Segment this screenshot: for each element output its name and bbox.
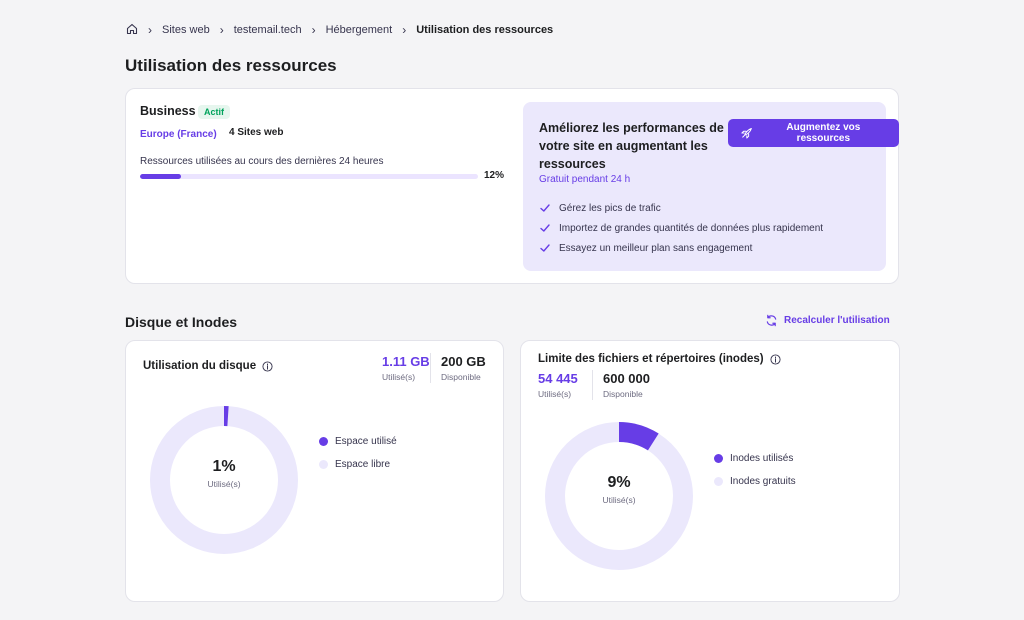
chevron-right-icon: › [148, 23, 152, 37]
legend-item-free: Inodes gratuits [714, 470, 796, 493]
plan-card: Business Actif Europe (France) 4 Sites w… [125, 88, 899, 284]
section-title: Disque et Inodes [125, 314, 238, 330]
usage-progress-bar [140, 174, 478, 179]
legend-label: Inodes gratuits [730, 476, 796, 487]
legend-label: Espace libre [335, 459, 391, 470]
recalculate-usage-button[interactable]: Recalculer l'utilisation [765, 314, 890, 327]
chevron-right-icon: › [311, 23, 316, 37]
home-icon[interactable] [126, 23, 138, 38]
info-icon[interactable] [770, 353, 781, 365]
legend-dot-used [319, 437, 328, 446]
promo-title: Améliorez les performances de votre site… [539, 121, 724, 171]
recalculate-usage-label: Recalculer l'utilisation [784, 315, 890, 326]
legend-label: Inodes utilisés [730, 453, 794, 464]
legend-item-free: Espace libre [319, 453, 397, 476]
inodes-donut-center: 9% Utilisé(s) [569, 474, 669, 505]
inodes-usage-card: Limite des fichiers et répertoires (inod… [520, 340, 900, 602]
legend-item-used: Inodes utilisés [714, 447, 796, 470]
rocket-icon [741, 127, 752, 139]
inodes-title-text: Limite des fichiers et répertoires (inod… [538, 353, 764, 365]
disk-usage-title-text: Utilisation du disque [143, 360, 257, 372]
status-badge: Actif [198, 105, 230, 119]
disk-used-value: 1.11 GB [382, 354, 430, 369]
breadcrumb-item-sites[interactable]: Sites web [162, 24, 210, 36]
legend-dot-free [714, 477, 723, 486]
usage-percent: 12% [484, 170, 505, 181]
list-item: Gérez les pics de trafic [539, 198, 823, 218]
breadcrumb-item-domain[interactable]: testemail.tech [233, 24, 302, 36]
inodes-percent-label: Utilisé(s) [602, 495, 636, 505]
disk-used-label: Utilisé(s) [382, 372, 416, 382]
inodes-used-value: 54 445 [538, 371, 578, 386]
boost-resources-button[interactable]: Augmentez vos ressources [728, 119, 899, 147]
promo-benefits-list: Gérez les pics de trafic Importez de gra… [539, 198, 823, 258]
disk-usage-donut [150, 406, 298, 554]
list-item: Essayez un meilleur plan sans engagement [539, 238, 823, 258]
divider [592, 370, 593, 400]
info-icon[interactable] [262, 360, 273, 372]
plan-region: Europe (France) [140, 129, 217, 140]
legend-dot-used [714, 454, 723, 463]
inodes-available-stat: 600 000 Disponible [603, 371, 650, 399]
check-icon [540, 204, 550, 212]
legend-label: Espace utilisé [335, 436, 397, 447]
boost-resources-label: Augmentez vos ressources [786, 122, 861, 144]
breadcrumb: › Sites web › testemail.tech › Hébergeme… [126, 22, 553, 38]
inodes-used-label: Utilisé(s) [538, 389, 572, 399]
list-item: Importez de grandes quantités de données… [539, 218, 823, 238]
check-icon [540, 224, 550, 232]
disk-donut-center: 1% Utilisé(s) [174, 458, 274, 489]
page-title: Utilisation des ressources [125, 56, 337, 75]
disk-percent: 1% [212, 458, 236, 475]
breadcrumb-current: Utilisation des ressources [416, 24, 554, 36]
inodes-available-label: Disponible [603, 389, 643, 399]
disk-usage-card: Utilisation du disque 1.11 GB Utilisé(s)… [125, 340, 504, 602]
disk-used-stat: 1.11 GB Utilisé(s) [382, 354, 430, 382]
benefit-text: Importez de grandes quantités de données… [559, 222, 824, 234]
inodes-used-stat: 54 445 Utilisé(s) [538, 371, 578, 399]
chevron-right-icon: › [219, 23, 224, 37]
plan-name: Business [140, 104, 196, 118]
disk-available-stat: 200 GB Disponible [441, 354, 486, 382]
disk-percent-label: Utilisé(s) [207, 479, 241, 489]
benefit-text: Gérez les pics de trafic [559, 202, 661, 214]
promo-subtitle: Gratuit pendant 24 h [539, 174, 631, 185]
check-icon [540, 244, 550, 252]
legend-dot-free [319, 460, 328, 469]
divider [430, 353, 431, 383]
disk-available-value: 200 GB [441, 354, 486, 369]
usage-progress-fill [140, 174, 181, 179]
inodes-title: Limite des fichiers et répertoires (inod… [538, 353, 781, 365]
usage-label: Ressources utilisées au cours des derniè… [140, 156, 384, 167]
breadcrumb-item-hosting[interactable]: Hébergement [325, 24, 393, 36]
inodes-available-value: 600 000 [603, 371, 650, 386]
disk-available-label: Disponible [441, 372, 481, 382]
disk-usage-title: Utilisation du disque [143, 360, 273, 372]
inodes-usage-donut [545, 422, 693, 570]
disk-used-segment [150, 406, 298, 554]
upgrade-promo: Améliorez les performances de votre site… [523, 102, 899, 271]
disk-legend: Espace utilisé Espace libre [319, 430, 397, 476]
inodes-used-segment [545, 422, 693, 570]
inodes-percent: 9% [607, 474, 631, 491]
inodes-legend: Inodes utilisés Inodes gratuits [714, 447, 796, 493]
chevron-right-icon: › [402, 23, 407, 37]
plan-sites-count: 4 Sites web [229, 127, 284, 138]
benefit-text: Essayez un meilleur plan sans engagement [559, 242, 753, 254]
refresh-icon [766, 314, 777, 327]
legend-item-used: Espace utilisé [319, 430, 397, 453]
